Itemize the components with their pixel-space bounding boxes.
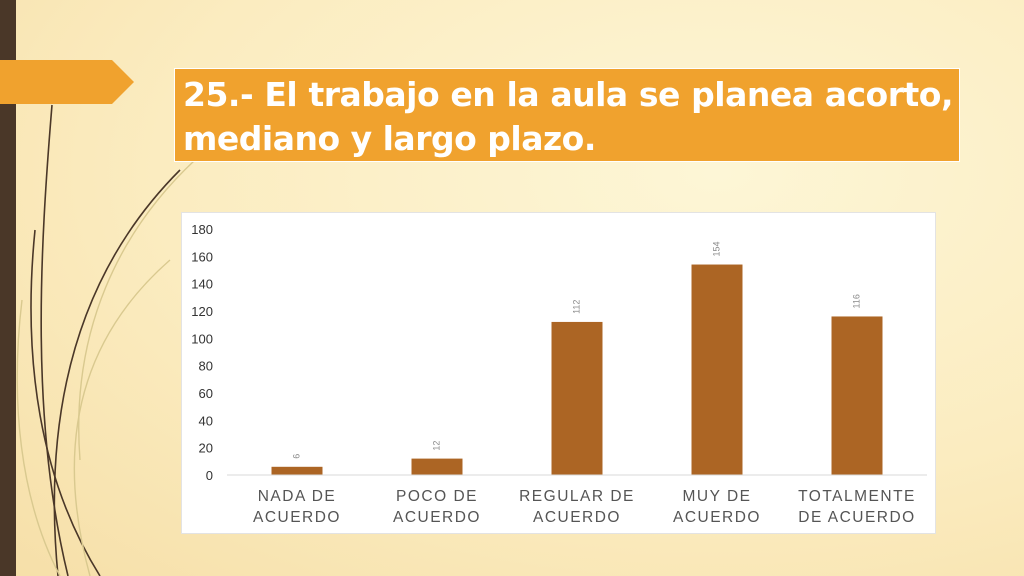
category-label: MUY DE bbox=[682, 488, 751, 505]
bar bbox=[551, 321, 603, 475]
category-label: ACUERDO bbox=[393, 509, 481, 526]
y-tick-label: 100 bbox=[191, 331, 213, 346]
bar bbox=[831, 316, 883, 475]
category-label: NADA DE bbox=[258, 488, 337, 505]
bar bbox=[691, 264, 743, 475]
chart-panel: 0 20 40 60 80 100 120 140 160 180 6 12 112 154 116 NA… bbox=[181, 212, 936, 534]
y-tick-label: 60 bbox=[199, 386, 213, 401]
slide-title-box: 25.- El trabajo en la aula se planea aco… bbox=[174, 68, 960, 162]
y-tick-label: 0 bbox=[206, 468, 213, 483]
category-label: DE ACUERDO bbox=[798, 509, 916, 526]
y-tick-label: 40 bbox=[199, 413, 213, 428]
y-tick-label: 140 bbox=[191, 277, 213, 292]
category-label: TOTALMENTE bbox=[798, 488, 916, 505]
bar bbox=[271, 466, 323, 475]
category-label: ACUERDO bbox=[673, 509, 761, 526]
data-label: 6 bbox=[291, 454, 301, 459]
category-label: POCO DE bbox=[396, 488, 478, 505]
slide-title: 25.- El trabajo en la aula se planea aco… bbox=[183, 75, 954, 158]
data-label: 154 bbox=[711, 242, 721, 257]
y-tick-label: 20 bbox=[199, 441, 213, 456]
bar-chart: 0 20 40 60 80 100 120 140 160 180 6 12 112 154 116 NA… bbox=[191, 222, 927, 526]
y-tick-label: 80 bbox=[199, 359, 213, 374]
data-label: 112 bbox=[571, 300, 581, 314]
y-tick-label: 160 bbox=[191, 249, 213, 264]
bar bbox=[411, 458, 463, 475]
y-tick-label: 120 bbox=[191, 304, 213, 319]
data-label: 116 bbox=[851, 294, 861, 308]
title-arrow-icon bbox=[0, 60, 134, 104]
decorative-swirls bbox=[16, 104, 196, 576]
left-accent-bar bbox=[0, 0, 16, 576]
category-label: ACUERDO bbox=[533, 509, 621, 526]
y-tick-label: 180 bbox=[191, 222, 213, 237]
data-label: 12 bbox=[431, 441, 441, 451]
category-label: REGULAR DE bbox=[519, 488, 635, 505]
category-label: ACUERDO bbox=[253, 509, 341, 526]
